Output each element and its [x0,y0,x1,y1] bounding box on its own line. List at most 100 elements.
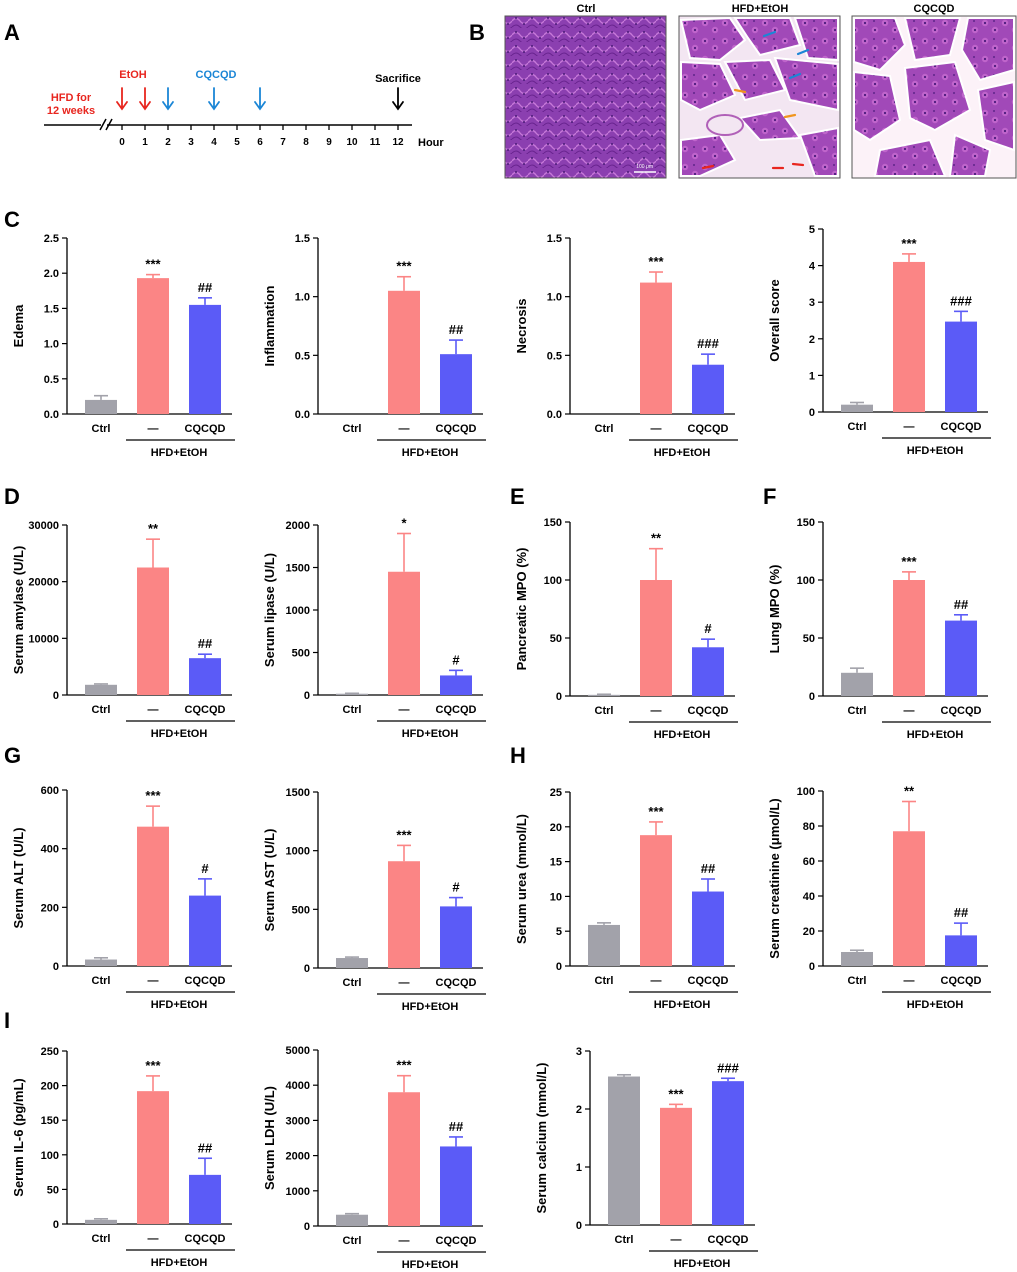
significance-label: ### [717,1060,739,1075]
bar [692,364,724,414]
timeline-panel: HFD for 12 weeks 0 1 2 3 4 5 6 7 8 9 10 11 12 Hour E… [44,69,444,149]
significance-label: *** [901,554,917,569]
panel-label-e: E [510,484,525,509]
y-tick-label: 2 [576,1104,582,1116]
bar [692,647,724,696]
group-label-cqcqd: CQCQD [436,977,477,989]
panel-label-c: C [4,207,20,232]
bar [945,620,977,696]
y-tick-label: 1.5 [295,233,310,245]
significance-label: ** [904,784,915,799]
y-tick-label: 1500 [286,787,310,799]
group-label-ctrl: Ctrl [92,975,111,987]
timeline-tick-label: 5 [234,137,240,148]
y-axis-label: Serum IL-6 (pg/mL) [11,1078,26,1196]
histology-image-ctrl: 100 μm [504,15,667,179]
y-axis-label: Serum LDH (U/L) [262,1086,277,1190]
y-tick-label: 2000 [286,1151,310,1163]
significance-label: ## [449,322,464,337]
group-label-ctrl: Ctrl [343,423,362,435]
panel-label-h: H [510,743,526,768]
group-bracket-label: HFD+EtOH [151,447,208,459]
y-tick-label: 1.0 [44,339,59,351]
y-tick-label: 1000 [286,846,310,858]
bar [85,399,117,414]
y-tick-label: 1000 [286,1186,310,1198]
y-tick-label: 0 [304,963,310,975]
y-tick-label: 5 [809,224,815,236]
bar-chart-3: 0.0 0.5 1.0 1.5 Necrosis *** ### Ctrl — CQCQD HFD+… [514,233,738,459]
y-tick-label: 2.5 [44,233,59,245]
bar [841,672,873,696]
group-label-ctrl: Ctrl [595,705,614,717]
bar [588,924,620,966]
group-label-ctrl: Ctrl [92,1233,111,1245]
group-label-ctrl: Ctrl [595,975,614,987]
panel-label-i: I [4,1008,10,1033]
timeline-tick-label: 12 [392,137,404,148]
significance-label: ## [198,280,213,295]
bar-chart-13: 0 50 100 150 200 250 Serum IL-6 (pg/mL) *** ## Ct… [11,1046,235,1269]
group-label-cqcqd: CQCQD [941,975,982,987]
panel-label-d: D [4,484,20,509]
sacrifice-label: Sacrifice [375,73,421,85]
significance-label: # [704,621,712,636]
group-label-untreated: — [399,977,410,989]
y-tick-label: 0 [809,691,815,703]
group-label-cqcqd: CQCQD [941,421,982,433]
group-label-ctrl: Ctrl [343,1235,362,1247]
significance-label: ## [701,861,716,876]
y-tick-label: 60 [803,856,815,868]
group-label-untreated: — [904,975,915,987]
group-label-untreated: — [671,1234,682,1246]
y-tick-label: 5 [556,926,562,938]
significance-label: ### [950,293,972,308]
significance-label: *** [145,1058,161,1073]
y-tick-label: 20000 [28,577,59,589]
histology-image-cqcqd [851,15,1017,179]
etoh-label: EtOH [119,69,147,81]
histology-title-cqcqd: CQCQD [914,3,955,15]
significance-label: ## [198,636,213,651]
y-tick-label: 200 [41,902,59,914]
group-bracket-label: HFD+EtOH [907,445,964,457]
group-label-cqcqd: CQCQD [688,705,729,717]
cqcqd-arrow [254,87,266,111]
etoh-arrow [116,87,128,111]
significance-label: *** [145,788,161,803]
y-tick-label: 10 [550,891,562,903]
y-axis-label: Inflammation [262,285,277,366]
histology-title-ctrl: Ctrl [577,3,596,15]
bar [692,891,724,966]
timeline-ticks: 0 1 2 3 4 5 6 7 8 9 10 11 12 [119,125,404,148]
y-axis-label: Serum ALT (U/L) [11,827,26,928]
group-label-untreated: — [148,1233,159,1245]
timeline-tick-label: 11 [370,137,381,148]
group-bracket-label: HFD+EtOH [151,728,208,740]
bar [85,1219,117,1224]
timeline-tick-label: 1 [142,137,148,148]
significance-label: * [401,516,407,531]
bar [588,694,620,696]
group-bracket-label: HFD+EtOH [674,1258,731,1270]
significance-label: ** [148,521,159,536]
bar [388,571,420,695]
bar-chart-12: 0 20 40 60 80 100 Serum creatinine (μmol/L) ** #… [767,784,991,1011]
hfd-label-line2: 12 weeks [47,105,95,117]
y-tick-label: 1.0 [295,292,310,304]
y-axis-label: Serum calcium (mmol/L) [534,1063,549,1214]
y-axis-label: Overall score [767,279,782,361]
hfd-label-line1: HFD for [51,92,92,104]
group-label-ctrl: Ctrl [848,421,867,433]
group-label-ctrl: Ctrl [848,705,867,717]
y-tick-label: 50 [803,633,815,645]
y-axis-label: Necrosis [514,299,529,354]
bar [893,831,925,966]
histology-panel: Ctrl HFD+EtOH CQCQD 100 μm [504,3,1017,179]
y-tick-label: 0.0 [295,409,310,421]
y-tick-label: 4000 [286,1080,310,1092]
y-tick-label: 3 [809,297,815,309]
bar [336,693,368,695]
axis-break-1 [99,118,107,131]
